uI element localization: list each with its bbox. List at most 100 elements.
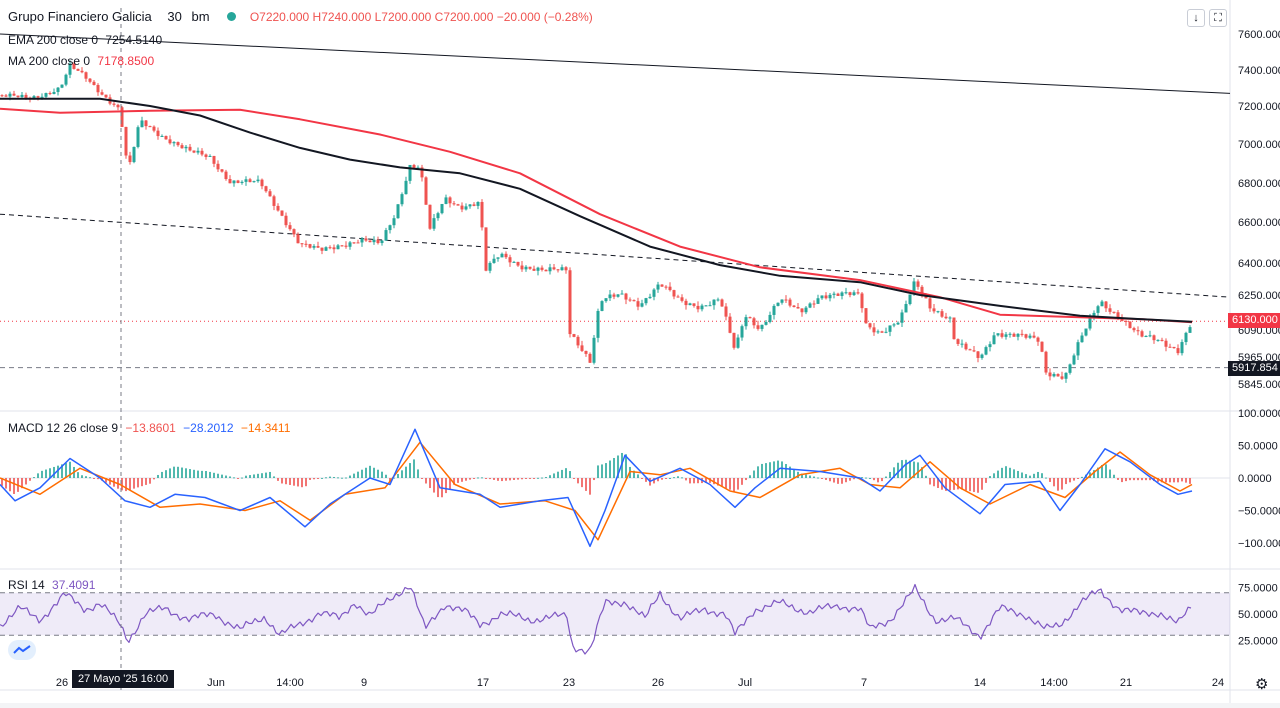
macd-histogram-bar (733, 478, 735, 493)
macd-histogram-bar (289, 478, 291, 485)
ema-legend[interactable]: EMA 200 close 0 7254.5140 (8, 33, 162, 47)
candle-body (996, 333, 1000, 336)
time-axis[interactable]: 26 Jun 14:00 9 17 23 26 Jul 7 14 14:00 21 24 (56, 677, 1224, 689)
macd-histogram-bar (133, 478, 135, 489)
candle-body (696, 305, 700, 310)
candle-body (636, 301, 640, 307)
macd-histogram-bar (1061, 478, 1063, 490)
rsi-line (0, 583, 1192, 655)
macd-histogram-bar (337, 477, 339, 479)
candle-body (956, 339, 960, 344)
macd-histogram-bar (205, 471, 207, 478)
candle-body (24, 94, 28, 98)
macd-histogram-bar (1021, 472, 1023, 478)
candle-body (524, 266, 528, 270)
candle-body (640, 303, 644, 307)
interval-label[interactable]: 30 (167, 9, 182, 24)
macd-histogram-bar (1093, 470, 1095, 478)
candle-body (240, 181, 244, 183)
macd-histogram-bar (353, 473, 355, 478)
candle-body (1032, 335, 1036, 338)
macd-histogram-bar (613, 458, 615, 478)
macd-histogram-bar (741, 478, 743, 485)
settings-gear-icon[interactable]: ⚙ (1255, 676, 1269, 693)
tradingview-logo-icon[interactable] (8, 640, 36, 660)
candle-body (60, 84, 64, 88)
download-arrow-button[interactable]: ↓ (1187, 9, 1205, 27)
macd-histogram-bar (869, 478, 871, 479)
candle-body (1164, 340, 1168, 347)
candle-body (324, 247, 328, 251)
candle-body (1168, 346, 1172, 348)
macd-histogram-bar (333, 476, 335, 478)
macd-histogram-bar (425, 478, 427, 484)
candle-body (56, 87, 60, 92)
candle-body (1000, 333, 1004, 337)
candle-body (92, 81, 96, 85)
candle-body (748, 317, 752, 319)
macd-histogram-bar (9, 478, 11, 492)
candle-body (868, 323, 872, 328)
candle-body (968, 349, 972, 351)
macd-histogram-bar (813, 476, 815, 478)
candle-body (580, 345, 584, 351)
macd-histogram-bar (1057, 478, 1059, 491)
candle-body (728, 316, 732, 333)
macd-histogram-bar (965, 478, 967, 491)
candle-body (96, 84, 100, 93)
macd-tick-label: 100.0000 (1238, 408, 1280, 420)
candle-body (1096, 306, 1100, 313)
macd-histogram-bar (617, 455, 619, 478)
macd-histogram-bar (77, 472, 79, 478)
price-tick-label: 6250.000 (1238, 290, 1280, 302)
candle-body (976, 351, 980, 358)
candle-body (692, 303, 696, 306)
price-axis[interactable]: 7600.000 7400.000 7200.000 7000.000 6800.000… (1238, 29, 1280, 648)
candle-body (264, 186, 268, 192)
candle-body (248, 179, 252, 183)
macd-histogram-bar (1073, 478, 1075, 481)
price-tick-label: 7600.000 (1238, 29, 1280, 41)
candle-body (1136, 330, 1140, 332)
candle-body (624, 293, 628, 300)
rsi-legend-label: RSI 14 (8, 578, 45, 592)
macd-histogram-bar (653, 478, 655, 484)
candle-body (1072, 355, 1076, 365)
candle-body (436, 213, 440, 219)
candle-body (804, 307, 808, 313)
rsi-legend[interactable]: RSI 14 37.4091 (8, 578, 95, 592)
candle-body (20, 94, 24, 97)
ma-legend[interactable]: MA 200 close 0 7178.8500 (8, 54, 154, 68)
candle-body (760, 324, 764, 329)
candle-body (404, 180, 408, 195)
macd-histogram-bar (905, 459, 907, 478)
candle-body (568, 270, 572, 335)
macd-histogram-bar (421, 478, 423, 479)
candle-body (500, 253, 504, 258)
candle-body (256, 179, 260, 182)
candle-body (252, 181, 256, 183)
candle-body (336, 245, 340, 250)
candle-body (444, 197, 448, 204)
maximize-button[interactable]: ⛶ (1209, 9, 1227, 27)
macd-histogram-bar (749, 475, 751, 478)
symbol-name[interactable]: Grupo Financiero Galicia (8, 9, 152, 24)
macd-histogram-bar (305, 478, 307, 487)
macd-histogram-bar (837, 478, 839, 484)
candle-body (408, 164, 412, 181)
macd-histogram-bar (593, 478, 595, 481)
candle-body (872, 327, 876, 333)
candle-body (492, 258, 496, 263)
macd-histogram-bar (265, 472, 267, 478)
macd-histogram-bar (693, 478, 695, 484)
macd-histogram-bar (541, 477, 543, 479)
macd-histogram-bar (821, 478, 823, 479)
macd-legend[interactable]: MACD 12 26 close 9 −13.8601 −28.2012 −14… (8, 421, 290, 435)
macd-histogram-bar (389, 478, 391, 482)
macd-histogram-bar (1121, 478, 1123, 483)
macd-histogram-bar (997, 470, 999, 478)
price-tick-label: 6800.000 (1238, 178, 1280, 190)
macd-histogram-bar (433, 478, 435, 493)
